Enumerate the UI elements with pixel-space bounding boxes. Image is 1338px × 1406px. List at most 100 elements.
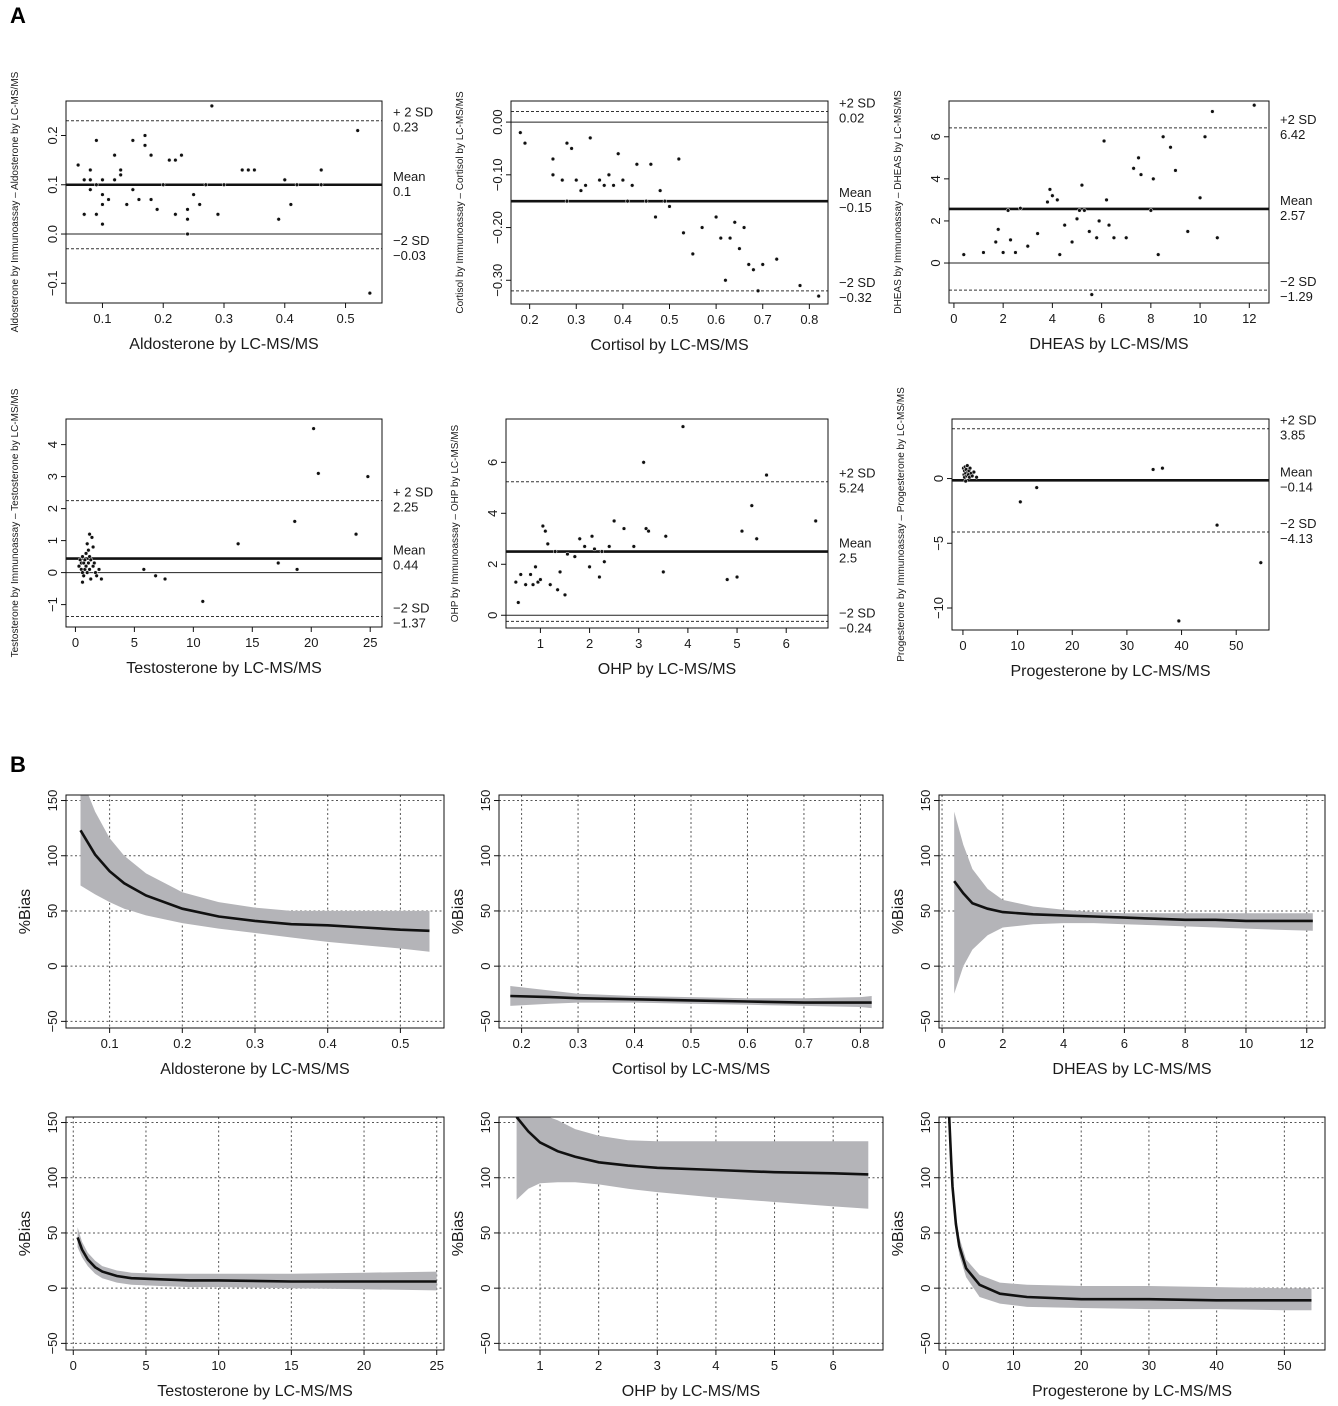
x-tick-label: 0 bbox=[72, 635, 79, 650]
data-point bbox=[699, 225, 705, 230]
x-tick-label: 50 bbox=[1229, 638, 1243, 653]
x-tick-label: 0.1 bbox=[101, 1036, 119, 1051]
data-point bbox=[548, 582, 553, 587]
y-tick-label: −50 bbox=[45, 1010, 60, 1032]
data-point bbox=[713, 214, 719, 220]
confidence-band bbox=[516, 1117, 869, 1209]
data-point bbox=[292, 519, 297, 524]
data-point bbox=[1215, 235, 1220, 240]
x-tick-label: 5 bbox=[142, 1358, 149, 1373]
data-point bbox=[1111, 235, 1117, 240]
y-axis-label: %Bias bbox=[17, 1211, 34, 1256]
data-point bbox=[611, 183, 616, 188]
data-point bbox=[621, 526, 627, 531]
y-tick-label: 0.1 bbox=[45, 176, 60, 194]
chart-bias-dheas: 0 2 4 6 8 10 12 −50 0 50 100 150 DHEAS by LC-MS/MS %B… bbox=[890, 790, 1326, 1078]
data-point bbox=[680, 424, 686, 429]
y-axis-label: Aldosterone by Immunoassay – Aldosterone… bbox=[10, 71, 21, 332]
data-point bbox=[81, 573, 86, 578]
x-tick-label: 20 bbox=[304, 635, 318, 650]
data-point bbox=[646, 528, 651, 534]
data-point bbox=[530, 582, 536, 587]
plot-area bbox=[66, 426, 382, 617]
x-tick-label: 10 bbox=[1010, 638, 1024, 653]
data-point bbox=[118, 167, 123, 173]
data-point bbox=[565, 551, 570, 557]
data-point bbox=[88, 167, 93, 173]
x-tick-label: 25 bbox=[363, 635, 377, 650]
x-tick-label: 12 bbox=[1300, 1036, 1314, 1051]
data-point bbox=[1074, 216, 1080, 221]
upper-annotation-label: + 2 SD bbox=[393, 485, 433, 500]
fit-line bbox=[510, 994, 872, 1004]
data-point bbox=[974, 475, 979, 480]
x-tick-label: 0.7 bbox=[754, 312, 772, 327]
data-point bbox=[746, 262, 751, 267]
x-tick-label: 0.5 bbox=[682, 1036, 700, 1051]
y-axis-label: DHEAS by Immunoassay – DHEAS by LC-MS/MS bbox=[893, 90, 904, 314]
data-point bbox=[82, 557, 88, 562]
x-tick-label: 0 bbox=[70, 1358, 77, 1373]
data-point bbox=[597, 574, 602, 580]
data-point bbox=[83, 551, 89, 556]
data-point bbox=[620, 177, 626, 183]
lower-annotation-value: −4.13 bbox=[1280, 531, 1313, 546]
x-tick-label: 15 bbox=[245, 635, 259, 650]
data-point bbox=[774, 257, 779, 262]
data-point bbox=[76, 564, 82, 569]
data-point bbox=[816, 293, 821, 299]
data-point bbox=[732, 220, 737, 225]
x-tick-label: 0.2 bbox=[173, 1036, 191, 1051]
data-point bbox=[602, 559, 607, 564]
data-point bbox=[1094, 235, 1099, 240]
data-point bbox=[582, 544, 587, 549]
y-axis-label: %Bias bbox=[890, 1211, 907, 1256]
data-point bbox=[739, 528, 745, 534]
data-point bbox=[1001, 250, 1006, 255]
y-tick-label: 3 bbox=[45, 473, 60, 480]
data-point bbox=[96, 567, 102, 572]
y-tick-label: 50 bbox=[45, 904, 60, 918]
data-point bbox=[1176, 618, 1181, 624]
data-point bbox=[690, 251, 695, 257]
mean-annotation-label: Mean bbox=[839, 185, 872, 200]
y-tick-label: 4 bbox=[928, 175, 943, 182]
x-tick-label: 5 bbox=[131, 635, 138, 650]
data-point bbox=[85, 541, 90, 546]
data-point bbox=[625, 199, 630, 204]
data-point bbox=[518, 572, 523, 577]
upper-annotation-value: 5.24 bbox=[839, 481, 864, 496]
mean-annotation-label: Mean bbox=[393, 543, 426, 558]
y-tick-label: 0 bbox=[45, 1285, 60, 1292]
data-point bbox=[80, 554, 85, 559]
y-tick-label: 1 bbox=[45, 537, 60, 544]
x-tick-label: 10 bbox=[211, 1358, 225, 1373]
data-point bbox=[252, 167, 257, 173]
data-point bbox=[276, 560, 281, 566]
data-point bbox=[737, 246, 742, 251]
fit-line bbox=[76, 1236, 437, 1283]
data-point bbox=[1035, 231, 1040, 236]
data-point bbox=[1151, 176, 1156, 182]
mean-annotation-value: −0.15 bbox=[839, 200, 872, 215]
upper-annotation-label: +2 SD bbox=[839, 96, 876, 111]
data-point bbox=[124, 202, 129, 207]
data-point bbox=[155, 207, 160, 212]
data-point bbox=[1197, 195, 1203, 200]
data-point bbox=[118, 172, 123, 178]
x-tick-label: 6 bbox=[1098, 311, 1105, 326]
data-point bbox=[1136, 155, 1141, 160]
chart-bias-testosterone: 0 5 10 15 20 25 −50 0 50 100 150 Testosterone by LC… bbox=[17, 1112, 445, 1400]
data-point bbox=[173, 157, 178, 163]
y-tick-label: 6 bbox=[928, 133, 943, 140]
x-tick-label: 20 bbox=[357, 1358, 371, 1373]
mean-annotation-value: −0.14 bbox=[1280, 479, 1313, 494]
data-point bbox=[1082, 208, 1087, 213]
data-point bbox=[1089, 292, 1094, 297]
mean-annotation-label: Mean bbox=[839, 536, 872, 551]
x-tick-label: 10 bbox=[1193, 311, 1207, 326]
data-point bbox=[607, 544, 612, 549]
x-tick-label: 4 bbox=[1060, 1036, 1067, 1051]
data-point bbox=[545, 541, 550, 547]
data-point bbox=[734, 574, 740, 580]
